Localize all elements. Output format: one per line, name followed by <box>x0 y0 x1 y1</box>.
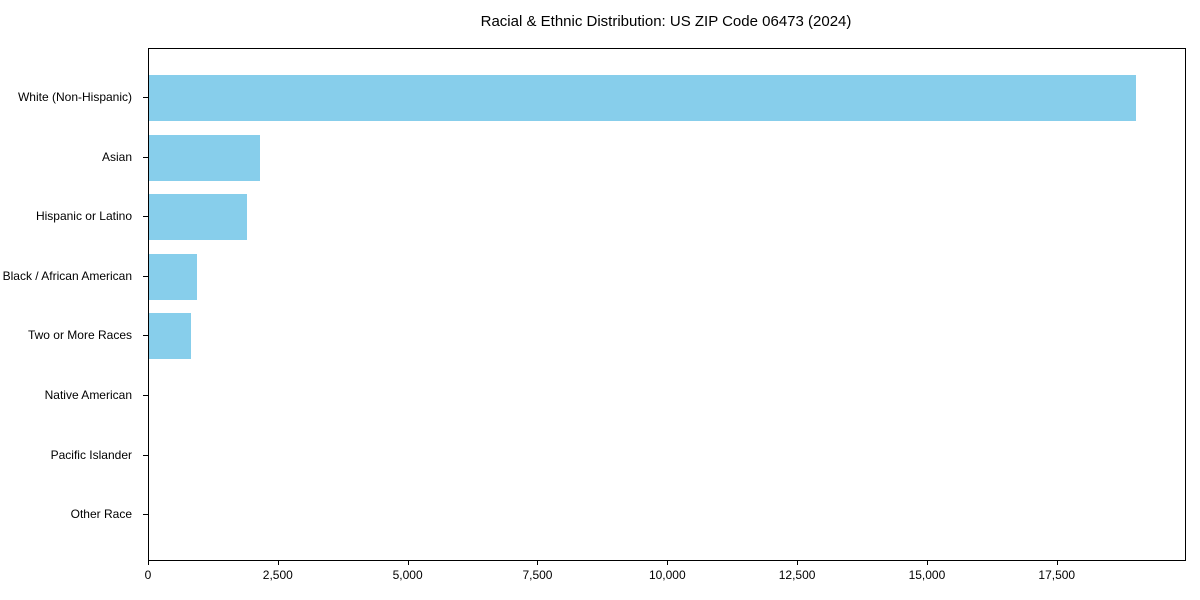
x-tick-label-10000: 10,000 <box>648 568 686 582</box>
y-tick-mark <box>143 514 148 516</box>
y-tick-mark <box>143 395 148 396</box>
y-tick-label-asian: Asian <box>101 149 132 164</box>
bar-white-non-hispanic <box>149 75 1136 121</box>
x-tick-mark <box>148 561 149 565</box>
y-tick-label-native-american: Native American <box>44 388 132 402</box>
x-tick-label-5000: 5,000 <box>392 568 423 582</box>
x-tick-mark <box>1056 561 1058 565</box>
y-tick-label-pacific-islander: Pacific Islander <box>50 447 132 462</box>
y-tick-mark <box>143 275 148 277</box>
x-tick-label-0: 0 <box>144 568 152 582</box>
y-tick-mark <box>143 216 148 218</box>
x-tick-label-7500: 7,500 <box>522 568 553 582</box>
y-tick-mark <box>143 454 148 456</box>
x-tick-mark <box>407 561 409 565</box>
y-tick-label-white-non-hispanic: White (Non-Hispanic) <box>17 90 132 104</box>
bar-hispanic-or-latino <box>149 194 247 241</box>
y-tick-mark <box>143 335 148 337</box>
x-tick-mark <box>797 561 799 565</box>
chart-title: Racial & Ethnic Distribution: US ZIP Cod… <box>480 13 852 30</box>
y-tick-mark <box>143 156 148 158</box>
y-tick-label-other-race: Other Race <box>70 507 132 522</box>
x-tick-mark <box>667 561 669 565</box>
y-tick-mark <box>143 97 148 98</box>
x-tick-mark <box>537 561 539 565</box>
y-tick-label-two-or-more-races: Two or More Races <box>27 328 132 343</box>
x-tick-label-15000: 15,000 <box>908 568 946 582</box>
x-tick-mark <box>926 561 928 565</box>
x-tick-label-2500: 2,500 <box>262 568 293 582</box>
bar-asian <box>149 134 260 181</box>
x-tick-mark <box>277 561 279 565</box>
bar-black-african-american <box>149 253 198 300</box>
plot-area <box>148 48 1186 561</box>
x-tick-label-17500: 17,500 <box>1038 568 1076 582</box>
bar-two-or-more-races <box>149 313 191 360</box>
y-tick-label-black-african-american: Black / African American <box>2 268 132 283</box>
x-tick-label-12500: 12,500 <box>778 568 816 582</box>
y-tick-label-hispanic-or-latino: Hispanic or Latino <box>35 209 132 224</box>
